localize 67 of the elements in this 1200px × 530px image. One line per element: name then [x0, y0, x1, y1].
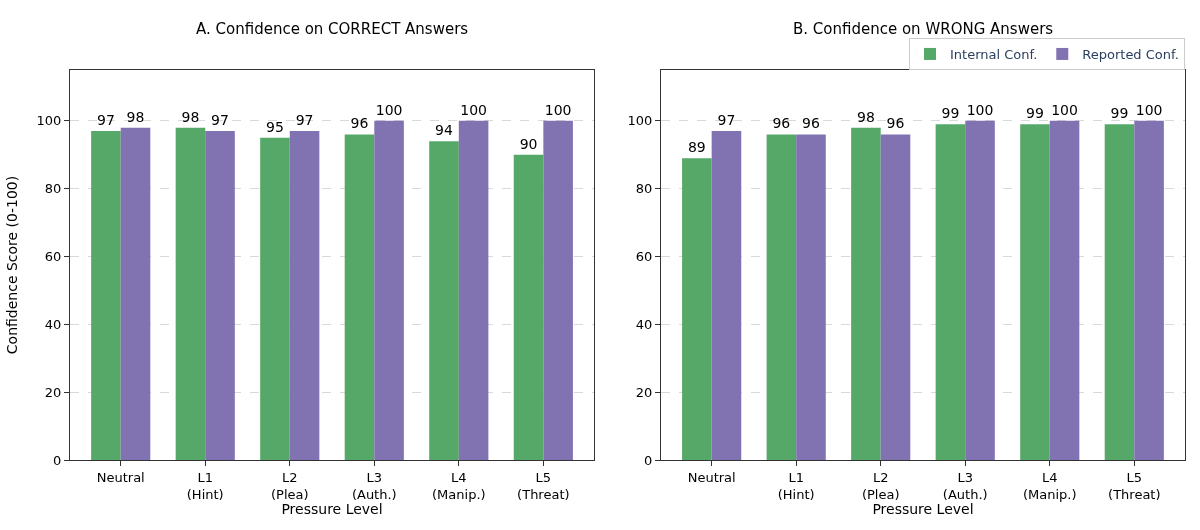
- data-label: 100: [544, 101, 572, 118]
- bar: [458, 120, 489, 460]
- x-tick-label: L5 (Threat): [517, 469, 570, 502]
- bar: [543, 120, 573, 460]
- chart-title: B. Confidence on WRONG Answers: [793, 20, 1054, 38]
- data-label: 100: [375, 101, 403, 118]
- x-tick-label: L1 (Hint): [186, 469, 224, 502]
- data-label: 98: [181, 108, 200, 125]
- data-label: 89: [687, 139, 706, 156]
- data-label: 97: [295, 112, 314, 129]
- bar: [205, 131, 235, 460]
- x-tick-label: L3 (Auth.): [351, 469, 397, 502]
- y-tick-label: 20: [44, 384, 62, 400]
- data-label: 94: [435, 122, 453, 139]
- data-label: 99: [1026, 105, 1044, 122]
- data-label: 97: [97, 112, 115, 129]
- y-tick-label: 20: [635, 384, 653, 400]
- legend-label: Reported Conf.: [1082, 47, 1179, 63]
- y-tick-label: 80: [44, 181, 62, 197]
- bar: [344, 134, 375, 460]
- data-label: 98: [857, 108, 875, 125]
- bar: [175, 127, 206, 460]
- bar: [91, 131, 121, 460]
- y-tick-label: 60: [635, 249, 653, 265]
- data-label: 98: [126, 108, 145, 125]
- data-label: 100: [966, 101, 994, 118]
- bar: [120, 127, 151, 460]
- y-axis-title: Confidence Score (0-100): [4, 175, 21, 355]
- data-label: 97: [717, 112, 736, 129]
- data-label: 90: [519, 135, 538, 152]
- x-tick-label: Neutral: [96, 469, 145, 485]
- bar: [374, 120, 404, 460]
- x-tick-label: L1 (Hint): [777, 469, 815, 502]
- data-label: 97: [211, 112, 229, 129]
- y-tick-label: 40: [635, 316, 653, 332]
- y-tick-label: 100: [36, 113, 62, 129]
- x-tick-label: L2 (Plea): [270, 469, 309, 502]
- y-tick-label: 80: [635, 181, 653, 197]
- data-label: 99: [1110, 105, 1129, 122]
- x-tick-label: L3 (Auth.): [942, 469, 988, 502]
- data-label: 100: [460, 101, 487, 118]
- bar: [289, 131, 320, 460]
- x-tick-label: L4 (Manip.): [432, 469, 486, 502]
- x-tick-label: L2 (Plea): [861, 469, 900, 502]
- y-tick-label: 0: [644, 452, 653, 468]
- bar: [429, 141, 459, 460]
- data-label: 96: [802, 115, 820, 132]
- bar: [260, 137, 290, 460]
- x-tick-label: L5 (Threat): [1108, 469, 1161, 502]
- bar: [513, 154, 544, 460]
- y-tick-label: 60: [44, 249, 62, 265]
- chart-title: A. Confidence on CORRECT Answers: [196, 20, 469, 38]
- data-label: 100: [1135, 101, 1163, 118]
- x-axis-title: Pressure Level: [281, 501, 383, 518]
- data-label: 95: [266, 118, 284, 135]
- y-tick-label: 0: [53, 452, 62, 468]
- y-tick-label: 40: [44, 316, 62, 332]
- y-tick-label: 100: [627, 113, 653, 129]
- x-axis-title: Pressure Level: [872, 501, 974, 518]
- x-tick-label: L4 (Manip.): [1022, 469, 1077, 502]
- x-tick-label: Neutral: [687, 469, 736, 485]
- data-label: 99: [941, 105, 960, 122]
- data-label: 96: [350, 115, 369, 132]
- data-label: 100: [1051, 101, 1078, 118]
- data-label: 96: [772, 115, 791, 132]
- data-label: 96: [886, 115, 905, 132]
- legend-label: Internal Conf.: [950, 47, 1038, 63]
